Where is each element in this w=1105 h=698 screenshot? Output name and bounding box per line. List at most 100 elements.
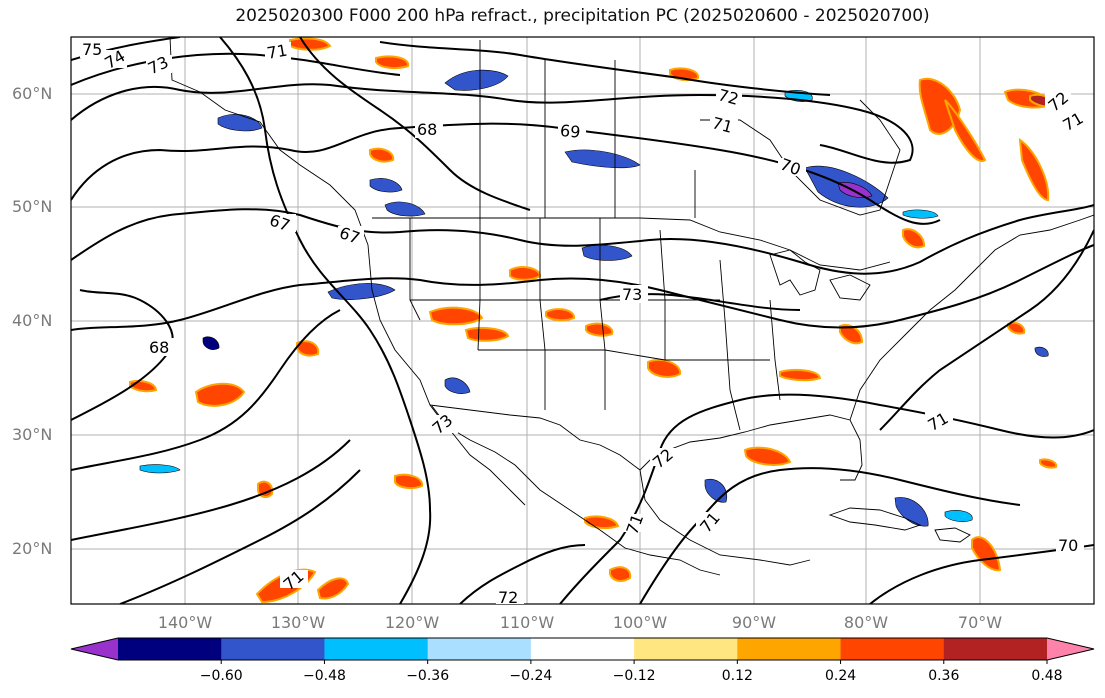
colorbar-segment: [530, 638, 635, 660]
precip-patch-positive: [316, 577, 350, 600]
contour-label: 68: [149, 338, 169, 357]
precip-patch-positive: [257, 480, 274, 498]
lat-label: 20°N: [12, 539, 52, 558]
coastline-atlantic: [849, 214, 1094, 421]
precip-patch-positive: [647, 358, 682, 378]
colorbar: −0.60 −0.48 −0.36 −0.24 −0.12 0.12 0.24 0.36 0.4…: [70, 637, 1095, 684]
precip-patch-positive: [1018, 137, 1050, 202]
precip-patch-positive: [296, 340, 320, 357]
contour-line: [559, 393, 1094, 604]
precip-patch-negative: [894, 497, 929, 527]
refractivity-contours: [71, 37, 1094, 604]
colorbar-segment: [737, 638, 842, 660]
colorbar-tick-label: 0.24: [825, 668, 856, 684]
lon-label: 120°W: [385, 613, 440, 632]
contour-line: [219, 37, 432, 604]
contour-label: 68: [417, 120, 437, 139]
contour-line: [71, 289, 174, 421]
contour-label: 71: [710, 113, 735, 137]
colorbar-tick-label: 0.36: [928, 668, 959, 684]
contour-line: [639, 467, 1021, 604]
precip-patch-negative: [444, 69, 509, 91]
lon-label: 100°W: [613, 613, 668, 632]
coastline-hudson: [700, 99, 901, 216]
lat-label: 60°N: [12, 84, 52, 103]
contour-label: 73: [622, 285, 642, 304]
contour-line: [459, 544, 586, 604]
border-state-9: [769, 299, 781, 401]
colorbar-segment: [634, 638, 738, 660]
great-lakes-2: [829, 274, 871, 301]
precip-patch-positive: [289, 37, 332, 51]
contour-label: 72: [498, 588, 518, 607]
contour-line: [379, 41, 831, 96]
colorbar-outline: [70, 637, 1095, 661]
border-us-mexico: [429, 404, 641, 471]
lon-label: 130°W: [271, 613, 326, 632]
lat-label: 50°N: [12, 197, 52, 216]
precip-patch-positive: [944, 99, 987, 162]
latitude-axis: 60°N 50°N 40°N 30°N 20°N: [12, 84, 52, 558]
border-state-7: [478, 349, 770, 361]
precip-patch-negative: [202, 336, 220, 350]
contour-label: 71: [265, 41, 288, 63]
contour-label: 75: [82, 40, 102, 59]
colorbar-segment: [840, 638, 945, 660]
precip-patch-positive: [918, 77, 962, 135]
lat-label: 30°N: [12, 425, 52, 444]
precip-patch-positive: [1007, 321, 1026, 335]
colorbar-segment: [221, 638, 325, 660]
lon-label: 110°W: [500, 613, 555, 632]
contour-label: 72: [716, 85, 741, 109]
map-title: 2025020300 F000 200 hPa refract., precip…: [235, 6, 930, 26]
precip-patch-positive: [545, 308, 575, 322]
border-state-4: [599, 218, 606, 410]
colorbar-segment: [118, 638, 222, 660]
colorbar-segment: [324, 638, 429, 660]
precip-patch-negative: [1034, 346, 1049, 357]
great-lakes: [769, 249, 821, 296]
colorbar-tick-label: 0.48: [1031, 668, 1062, 684]
precip-patch-positive: [1039, 458, 1058, 469]
precip-patch-positive: [779, 369, 822, 382]
coastline-mexico: [639, 469, 811, 566]
precip-patch-positive: [743, 446, 792, 466]
precip-patch-positive: [464, 327, 510, 342]
precip-patch-negative: [902, 209, 939, 219]
colorbar-tick-label: −0.24: [509, 668, 552, 684]
precip-patch-positive: [369, 147, 395, 163]
lon-label: 70°W: [958, 613, 1002, 632]
precip-patch-positive: [375, 55, 410, 70]
lon-label: 140°W: [158, 613, 213, 632]
lat-label: 40°N: [12, 311, 52, 330]
precip-patch-negative: [139, 464, 181, 474]
coastlines: [169, 37, 1094, 576]
coastline-gulf: [639, 414, 863, 481]
contour-line: [71, 439, 351, 541]
precip-patch-negative: [564, 149, 641, 169]
contour-label: 69: [559, 121, 581, 142]
colorbar-tick-label: −0.60: [200, 668, 243, 684]
precip-patch-positive: [509, 266, 542, 281]
contour-line: [119, 469, 361, 604]
border-us-canada: [372, 217, 891, 271]
border-state-8: [719, 259, 741, 431]
precip-patch-positive: [394, 473, 424, 490]
longitude-axis: 140°W 130°W 120°W 110°W 100°W 90°W 80°W …: [158, 613, 1002, 632]
contour-label: 70: [1058, 536, 1078, 555]
lon-label: 80°W: [844, 613, 888, 632]
colorbar-segment: [943, 638, 1048, 660]
contour-line: [71, 204, 1094, 275]
colorbar-tick-label: −0.12: [613, 668, 656, 684]
border-state-3: [539, 218, 546, 410]
precip-patch-positive: [585, 322, 614, 337]
precip-patch-positive: [971, 536, 1002, 572]
contour-line: [71, 309, 341, 471]
precip-patch-negative: [944, 510, 973, 522]
colorbar-tick-label: 0.12: [722, 668, 753, 684]
colorbar-tick-label: −0.36: [406, 668, 449, 684]
colorbar-extend-low: [71, 638, 118, 660]
precip-patch-positive: [902, 228, 926, 249]
precip-patch-negative: [444, 377, 471, 394]
